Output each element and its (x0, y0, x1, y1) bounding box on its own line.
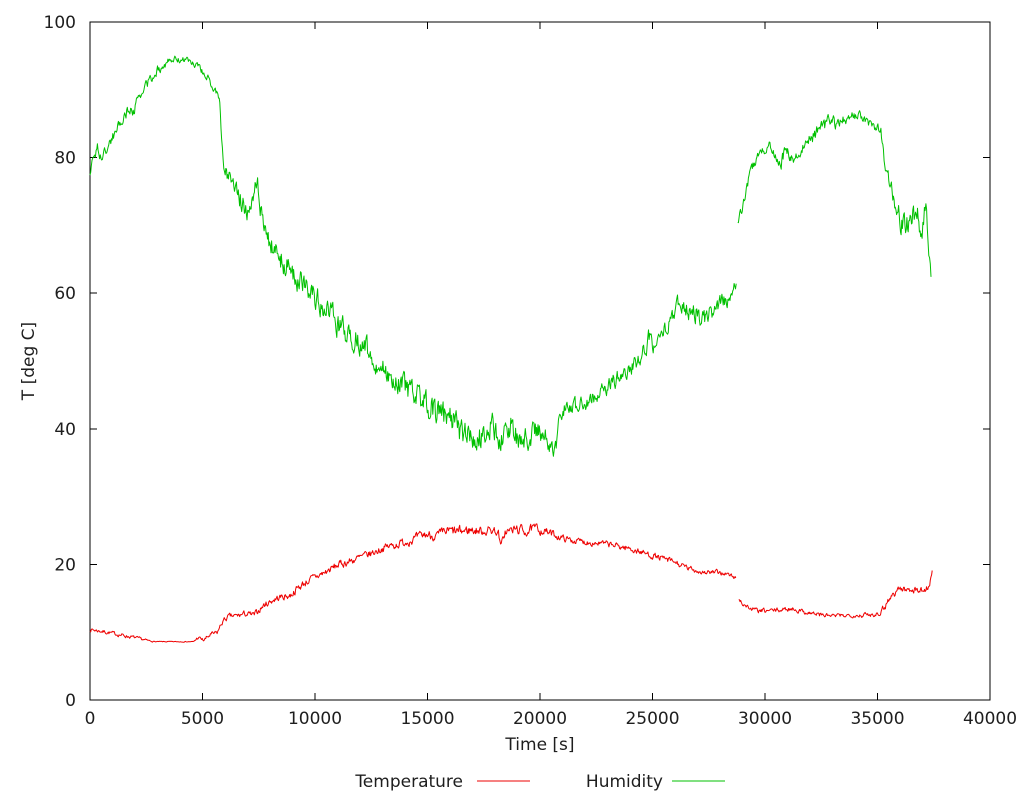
series-temperature (738, 570, 933, 619)
y-tick-label: 0 (65, 691, 76, 711)
y-tick-label: 40 (54, 420, 76, 440)
y-axis-title: T [deg C] (19, 322, 39, 401)
series-humidity (89, 55, 737, 457)
y-tick-label: 20 (54, 555, 76, 575)
x-tick-label: 15000 (400, 709, 454, 729)
legend-label: Temperature (354, 772, 463, 792)
x-tick-label: 40000 (963, 709, 1017, 729)
x-tick-label: 5000 (181, 709, 224, 729)
y-tick-label: 60 (54, 284, 76, 304)
plot-frame: 0 5000 10000 15000 20000 25000 30000 35000 40000… (44, 13, 1018, 729)
legend-label: Humidity (586, 772, 663, 792)
x-tick-label: 20000 (513, 709, 567, 729)
legend: Temperature Humidity (354, 772, 725, 792)
series-humidity (737, 110, 932, 277)
x-tick-label: 10000 (288, 709, 342, 729)
series-layer (89, 55, 933, 643)
x-axis-title: Time [s] (504, 735, 574, 755)
y-tick-label: 80 (54, 149, 76, 169)
x-tick-label: 35000 (850, 709, 904, 729)
legend-entry-humidity: Humidity (586, 772, 725, 792)
series-temperature (89, 523, 737, 643)
x-tick-label: 30000 (738, 709, 792, 729)
legend-entry-temperature: Temperature (354, 772, 530, 792)
x-tick-label: 0 (85, 709, 96, 729)
y-tick-label: 100 (44, 13, 76, 33)
plot-border (89, 21, 991, 701)
x-tick-label: 25000 (625, 709, 679, 729)
